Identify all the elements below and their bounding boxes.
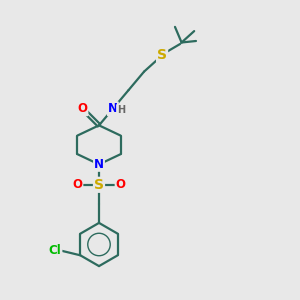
Text: N: N [94, 158, 104, 171]
Text: O: O [77, 102, 88, 115]
Text: N: N [108, 102, 118, 115]
Text: Cl: Cl [49, 244, 62, 257]
Text: S: S [157, 48, 167, 62]
Text: O: O [116, 178, 126, 191]
Text: O: O [72, 178, 82, 191]
Text: S: S [94, 178, 104, 192]
Text: H: H [117, 105, 125, 115]
